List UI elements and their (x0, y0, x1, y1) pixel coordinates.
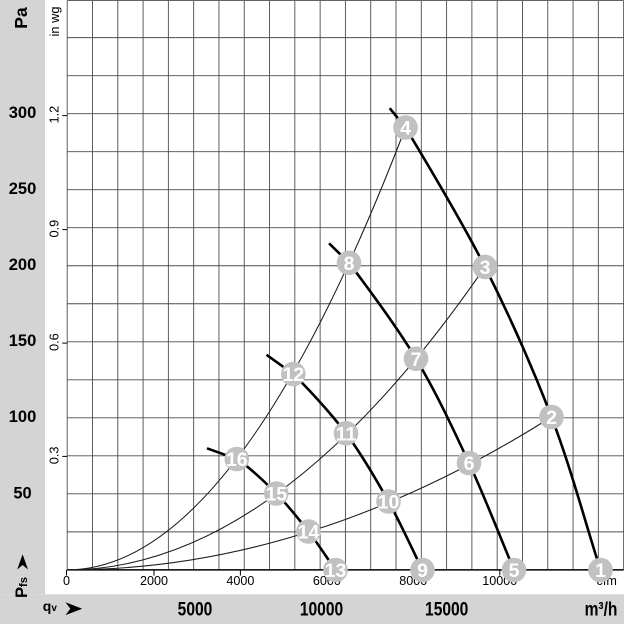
svg-text:12: 12 (282, 364, 304, 386)
svg-text:11: 11 (336, 423, 357, 445)
svg-text:6: 6 (464, 453, 475, 475)
svg-text:1: 1 (595, 560, 606, 582)
svg-text:2: 2 (546, 407, 557, 429)
svg-text:2000: 2000 (140, 574, 168, 588)
svg-text:300: 300 (9, 104, 37, 122)
svg-text:10: 10 (378, 492, 400, 514)
svg-text:13: 13 (325, 560, 347, 582)
svg-text:50: 50 (13, 484, 31, 502)
svg-text:250: 250 (9, 180, 37, 198)
svg-text:3: 3 (480, 257, 491, 279)
svg-text:14: 14 (298, 522, 320, 544)
svg-text:0.9: 0.9 (47, 220, 62, 238)
svg-text:200: 200 (9, 256, 37, 274)
svg-text:5: 5 (509, 560, 520, 582)
svg-text:150: 150 (9, 332, 37, 350)
svg-text:15000: 15000 (425, 598, 468, 620)
svg-text:m³/h: m³/h (585, 598, 618, 620)
svg-text:Pfs: Pfs (13, 577, 31, 598)
svg-text:100: 100 (9, 408, 37, 426)
svg-text:8: 8 (344, 253, 355, 275)
svg-text:in wg: in wg (47, 7, 62, 37)
svg-text:10000: 10000 (300, 598, 343, 620)
svg-text:0: 0 (63, 574, 70, 588)
svg-text:0.3: 0.3 (47, 447, 62, 465)
svg-text:7: 7 (411, 349, 422, 371)
svg-text:0.6: 0.6 (47, 333, 62, 351)
svg-text:4: 4 (400, 118, 411, 140)
svg-text:Pa: Pa (11, 7, 31, 29)
svg-text:5000: 5000 (178, 598, 213, 620)
svg-text:9: 9 (417, 560, 428, 582)
svg-text:16: 16 (226, 449, 248, 471)
svg-text:4000: 4000 (226, 574, 254, 588)
svg-text:1.2: 1.2 (47, 106, 62, 124)
svg-text:15: 15 (265, 484, 287, 506)
